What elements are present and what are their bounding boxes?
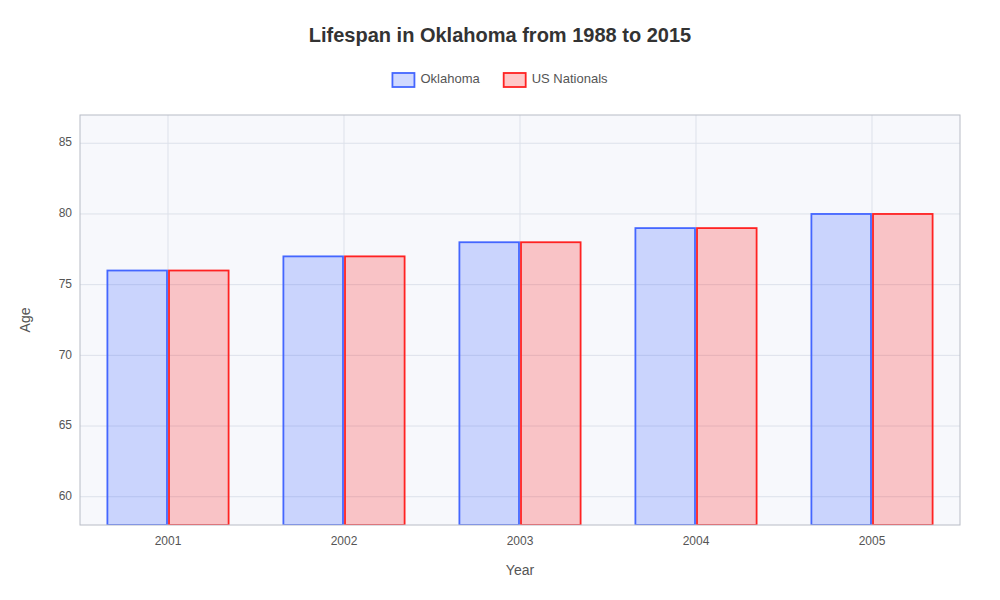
bar	[697, 228, 757, 525]
chart-container: 60 65 70 75 80 85 2001 2002 2003 2004 2005 Year Age L…	[0, 0, 1000, 600]
bar	[283, 256, 343, 525]
legend-swatch	[504, 73, 526, 87]
bar	[873, 214, 933, 525]
y-tick-label: 70	[59, 348, 73, 362]
bar	[635, 228, 695, 525]
x-axis: 2001 2002 2003 2004 2005	[155, 534, 886, 548]
bar	[345, 256, 405, 525]
chart-svg: 60 65 70 75 80 85 2001 2002 2003 2004 2005 Year Age L…	[0, 0, 1000, 600]
bars	[107, 214, 932, 525]
y-axis: 60 65 70 75 80 85	[59, 135, 73, 502]
legend-label: Oklahoma	[420, 71, 480, 86]
x-tick-label: 2004	[683, 534, 710, 548]
bar	[107, 271, 167, 525]
legend-item: Oklahoma	[392, 71, 480, 87]
y-tick-label: 85	[59, 135, 73, 149]
x-tick-label: 2005	[859, 534, 886, 548]
y-axis-label: Age	[17, 307, 33, 332]
x-axis-label: Year	[506, 562, 535, 578]
legend-item: US Nationals	[504, 71, 608, 87]
bar	[169, 271, 229, 525]
legend-swatch	[392, 73, 414, 87]
y-tick-label: 75	[59, 277, 73, 291]
y-tick-label: 65	[59, 418, 73, 432]
bar	[811, 214, 871, 525]
legend: Oklahoma US Nationals	[392, 71, 608, 87]
x-tick-label: 2001	[155, 534, 182, 548]
chart-title: Lifespan in Oklahoma from 1988 to 2015	[309, 24, 691, 46]
x-tick-label: 2002	[331, 534, 358, 548]
legend-label: US Nationals	[532, 71, 608, 86]
grid	[80, 115, 960, 525]
y-tick-label: 80	[59, 206, 73, 220]
plot-frame	[80, 115, 960, 525]
plot-background	[80, 115, 960, 525]
x-tick-label: 2003	[507, 534, 534, 548]
y-tick-label: 60	[59, 489, 73, 503]
bar	[521, 242, 581, 525]
bar	[459, 242, 519, 525]
